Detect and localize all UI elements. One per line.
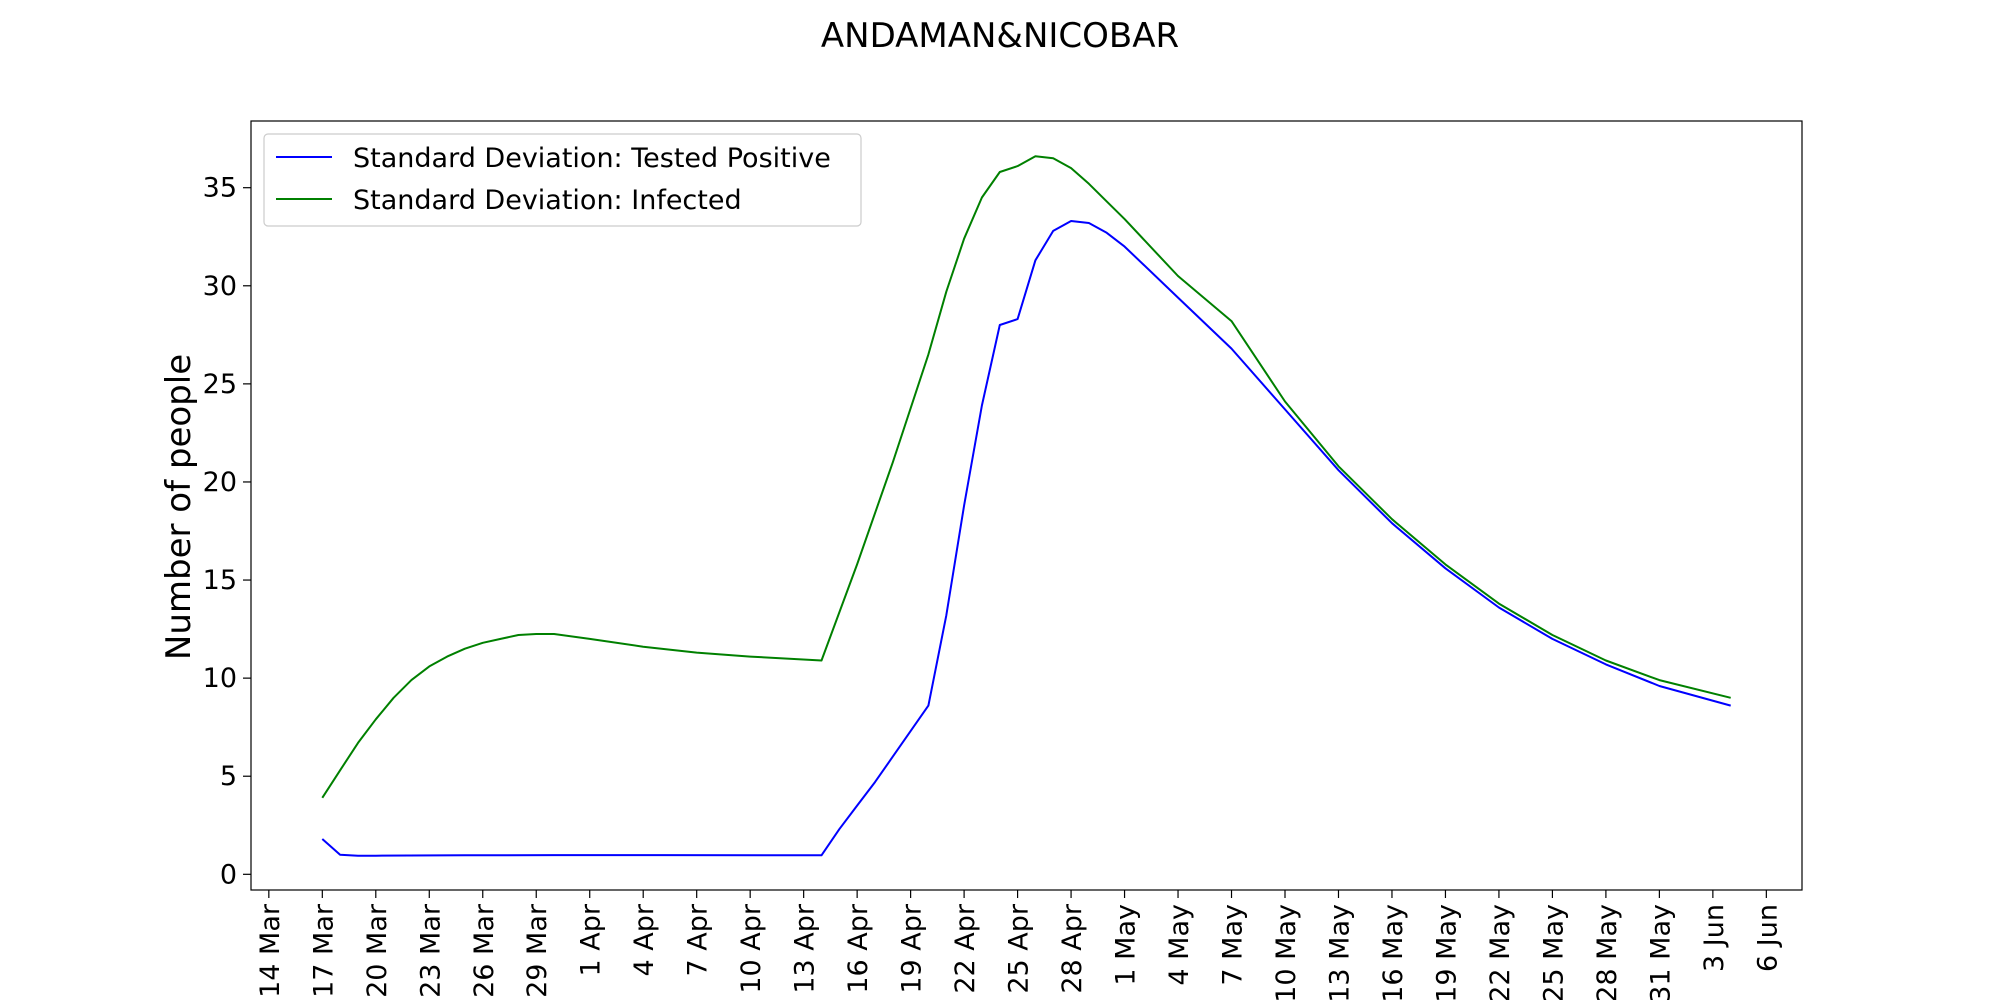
x-tick-label: 28 May bbox=[1592, 904, 1623, 1000]
x-tick-label: 23 Mar bbox=[415, 903, 446, 998]
y-tick-label: 5 bbox=[220, 761, 237, 792]
x-tick-label: 19 May bbox=[1431, 904, 1462, 1000]
y-axis-label: Number of people bbox=[159, 354, 199, 660]
x-tick-label: 25 Apr bbox=[1004, 903, 1035, 994]
x-tick-label: 1 Apr bbox=[576, 903, 607, 976]
x-tick-label: 1 May bbox=[1111, 904, 1142, 986]
y-tick-label: 25 bbox=[203, 369, 237, 400]
legend-label: Standard Deviation: Infected bbox=[353, 185, 742, 216]
series-layer bbox=[321, 155, 1731, 857]
x-tick-label: 4 Apr bbox=[629, 903, 660, 976]
series-line-infected bbox=[321, 155, 1731, 799]
legend-box bbox=[263, 133, 862, 227]
x-tick-label: 31 May bbox=[1645, 904, 1676, 1000]
x-tick-label: 28 Apr bbox=[1057, 903, 1088, 994]
y-axis: 0 5 10 15 20 25 30 35 bbox=[203, 173, 251, 890]
x-tick-label: 7 May bbox=[1218, 904, 1249, 986]
x-tick-label: 14 Mar bbox=[255, 903, 286, 998]
x-tick-label: 4 May bbox=[1164, 904, 1195, 986]
legend-entries: Standard Deviation: Tested Positive Stand… bbox=[276, 143, 831, 216]
y-tick-label: 15 bbox=[203, 565, 237, 596]
x-tick-label: 22 Apr bbox=[950, 903, 981, 994]
x-tick-label: 22 May bbox=[1485, 904, 1516, 1000]
x-tick-label: 10 Apr bbox=[736, 903, 767, 994]
x-tick-label: 29 Mar bbox=[522, 903, 553, 998]
x-tick-label: 25 May bbox=[1538, 904, 1569, 1000]
series-line-tested-positive bbox=[321, 220, 1731, 857]
x-tick-label: 13 Apr bbox=[790, 903, 821, 994]
plot-frame bbox=[250, 120, 1803, 891]
x-tick-label: 13 May bbox=[1324, 904, 1355, 1000]
y-tick-label: 10 bbox=[203, 663, 237, 694]
chart-title: ANDAMAN&NICOBAR bbox=[821, 16, 1179, 56]
x-tick-label: 19 Apr bbox=[897, 903, 928, 994]
x-axis: 14 Mar 17 Mar 20 Mar 23 Mar 26 Mar 29 Mar 1 Ap… bbox=[255, 890, 1783, 1000]
y-tick-label: 30 bbox=[203, 271, 237, 302]
y-tick-label: 0 bbox=[220, 859, 237, 890]
y-tick-label: 20 bbox=[203, 467, 237, 498]
x-tick-label: 16 Apr bbox=[843, 903, 874, 994]
x-tick-label: 17 Mar bbox=[308, 903, 339, 998]
x-tick-label: 26 Mar bbox=[469, 903, 500, 998]
legend-label: Standard Deviation: Tested Positive bbox=[353, 143, 831, 174]
x-tick-label: 7 Apr bbox=[683, 903, 714, 976]
x-tick-label: 6 Jun bbox=[1752, 904, 1783, 972]
legend: Standard Deviation: Tested Positive Stand… bbox=[263, 133, 862, 227]
x-tick-label: 20 Mar bbox=[362, 903, 393, 998]
x-tick-label: 3 Jun bbox=[1699, 904, 1730, 972]
y-tick-label: 35 bbox=[203, 173, 237, 204]
x-tick-label: 10 May bbox=[1271, 904, 1302, 1000]
x-tick-label: 16 May bbox=[1378, 904, 1409, 1000]
